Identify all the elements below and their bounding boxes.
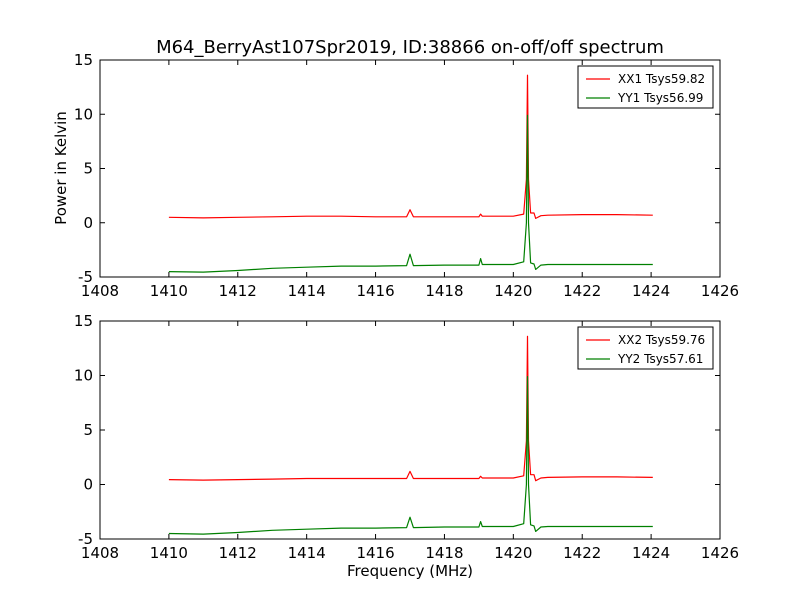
x-tick-label: 1416 xyxy=(356,544,394,562)
x-tick-label: 1410 xyxy=(150,282,188,300)
chart-title: M64_BerryAst107Spr2019, ID:38866 on-off/… xyxy=(156,37,664,58)
legend-entry: XX1 Tsys59.82 xyxy=(618,72,705,86)
x-tick-label: 1426 xyxy=(701,282,739,300)
y-tick-label: 0 xyxy=(83,476,93,494)
y-tick-label: -5 xyxy=(78,268,93,286)
x-tick-label: 1414 xyxy=(288,544,326,562)
y-tick-label: 15 xyxy=(74,312,93,330)
y-tick-label: 10 xyxy=(74,367,93,385)
x-tick-label: 1422 xyxy=(563,544,601,562)
top-panel: 1408 1410 1412 1414 1416 1418 1420 1422 1424 1426… xyxy=(74,51,739,300)
x-tick-label: 1426 xyxy=(701,544,739,562)
x-tick-label: 1412 xyxy=(219,544,257,562)
legend-entry: YY1 Tsys56.99 xyxy=(617,91,703,105)
x-tick-label: 1422 xyxy=(563,282,601,300)
y-tick-label: 15 xyxy=(74,51,93,69)
x-tick-label: 1412 xyxy=(219,282,257,300)
x-tick-label: 1414 xyxy=(288,282,326,300)
series-line-yy2 xyxy=(168,376,653,535)
x-tick-label: 1420 xyxy=(494,544,532,562)
x-tick-label: 1416 xyxy=(356,282,394,300)
x-axis-label: Frequency (MHz) xyxy=(347,562,473,580)
x-tick-label: 1418 xyxy=(425,282,463,300)
legend: XX1 Tsys59.82 YY1 Tsys56.99 xyxy=(577,65,714,109)
legend-box xyxy=(577,65,714,109)
legend-box xyxy=(577,326,714,370)
series-line-xx1 xyxy=(168,74,653,219)
y-axis-label: Power in Kelvin xyxy=(52,111,70,225)
legend-entry: YY2 Tsys57.61 xyxy=(617,352,703,366)
x-tick-label: 1408 xyxy=(81,544,119,562)
x-tick-label: 1418 xyxy=(425,544,463,562)
bottom-panel: 1408 1410 1412 1414 1416 1418 1420 1422 1424 1426… xyxy=(74,312,739,562)
series-line-xx2 xyxy=(168,335,653,482)
y-tick-label: 0 xyxy=(83,214,93,232)
series-line-yy1 xyxy=(168,114,653,273)
legend-entry: XX2 Tsys59.76 xyxy=(618,333,705,347)
x-tick-label: 1408 xyxy=(81,282,119,300)
y-tick-label: 5 xyxy=(83,421,93,439)
x-tick-label: 1420 xyxy=(494,282,532,300)
y-tick-label: 10 xyxy=(74,105,93,123)
x-tick-label: 1424 xyxy=(632,282,670,300)
y-tick-label: 5 xyxy=(83,160,93,178)
x-tick-label: 1410 xyxy=(150,544,188,562)
y-tick-label: -5 xyxy=(78,530,93,548)
legend: XX2 Tsys59.76 YY2 Tsys57.61 xyxy=(577,326,714,370)
x-tick-label: 1424 xyxy=(632,544,670,562)
